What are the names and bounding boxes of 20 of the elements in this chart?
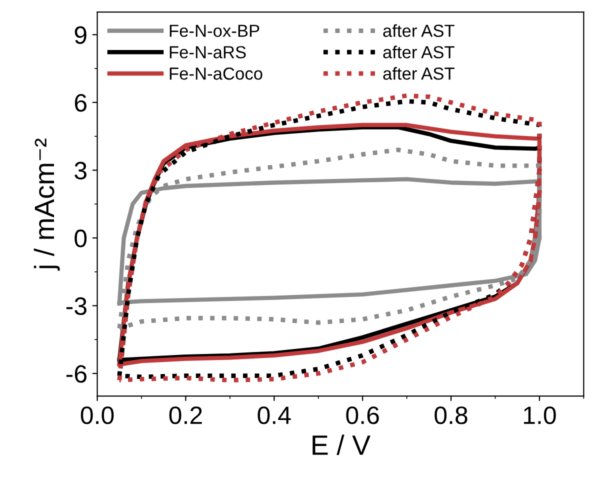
x-tick-label: 0.0 <box>80 406 114 424</box>
x-tick-label: 0.4 <box>258 406 291 424</box>
x-tick-label: 0.8 <box>434 406 468 424</box>
x-tick-label: 1.0 <box>524 406 556 424</box>
x-tick-label: 0.6 <box>346 406 379 424</box>
legend-label: Fe-N-ox-BP <box>170 24 260 37</box>
y-tick-label: 3 <box>74 162 86 180</box>
legend-label: after AST <box>383 24 454 37</box>
y-tick-label: -6 <box>66 365 86 383</box>
y-tick-label: 0 <box>74 230 87 248</box>
y-tick-label: 9 <box>74 26 86 44</box>
x-tick-label: 0.2 <box>169 406 202 424</box>
legend-label: after AST <box>383 67 454 80</box>
legend-label: Fe-N-aRS <box>170 46 246 58</box>
legend-label: after AST <box>383 46 454 58</box>
y-tick-label: 6 <box>74 94 86 112</box>
legend-label: Fe-N-aCoco <box>170 67 262 80</box>
x-axis-title: E / V <box>312 434 370 456</box>
y-axis-title: j / mAcm⁻² <box>34 138 60 271</box>
y-tick-label: -3 <box>66 297 86 316</box>
